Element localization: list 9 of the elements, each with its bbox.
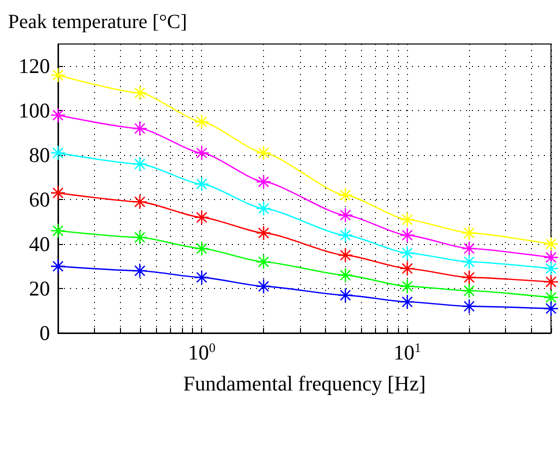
y-axis-title: Peak temperature [°C] xyxy=(8,11,188,33)
y-tick-label: 0 xyxy=(40,321,50,345)
y-tick-label: 20 xyxy=(29,276,50,301)
y-tick-label: 100 xyxy=(18,98,50,123)
y-tick-label: 60 xyxy=(29,188,50,212)
y-tick-label: 40 xyxy=(29,232,50,256)
y-tick-label: 80 xyxy=(29,143,50,168)
x-axis-title: Fundamental frequency [Hz] xyxy=(183,372,426,396)
y-tick-label: 120 xyxy=(18,54,50,78)
